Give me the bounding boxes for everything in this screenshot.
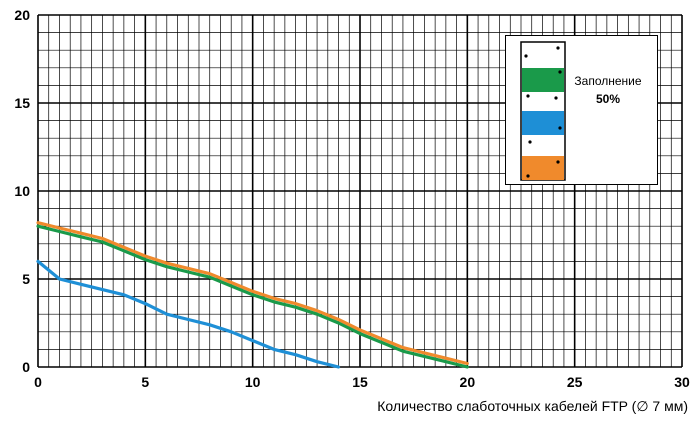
y-tick-label: 20 [14, 7, 30, 23]
y-tick-label: 0 [22, 359, 30, 375]
legend-cable-dot [558, 126, 562, 130]
x-tick-label: 30 [674, 374, 690, 390]
legend-box [505, 35, 658, 185]
legend-cable-dot [556, 160, 560, 164]
legend-cable-dot [556, 46, 560, 50]
y-tick-label: 5 [22, 271, 30, 287]
legend-cable-dot [558, 70, 562, 74]
legend-cable-dot [526, 174, 530, 178]
x-axis-label: Количество слаботочных кабелей FTP (∅ 7 … [377, 398, 688, 414]
series-line-1 [36, 221, 469, 366]
legend-stripe-2 [522, 111, 564, 135]
tick-labels: 0 5 10 15 20 25 30 0 5 10 15 20 [14, 7, 690, 390]
x-tick-label: 10 [245, 374, 261, 390]
y-tick-label: 10 [14, 183, 30, 199]
x-tick-label: 25 [567, 374, 583, 390]
legend-cable-dot [554, 96, 558, 100]
x-tick-label: 20 [460, 374, 476, 390]
legend-fill-icon [520, 41, 566, 181]
series-line-3 [36, 259, 341, 369]
series-layer [36, 221, 469, 369]
legend-cable-dot [526, 94, 530, 98]
legend-cable-dot [528, 140, 532, 144]
legend-cable-dot [524, 54, 528, 58]
series-line-2 [36, 224, 469, 369]
x-tick-label: 5 [141, 374, 149, 390]
legend-stripe-1 [522, 68, 564, 92]
x-tick-label: 0 [34, 374, 42, 390]
y-tick-label: 15 [14, 95, 30, 111]
legend-value: 50% [595, 92, 621, 106]
legend-label: Заполнение [574, 74, 642, 88]
x-tick-label: 15 [352, 374, 368, 390]
